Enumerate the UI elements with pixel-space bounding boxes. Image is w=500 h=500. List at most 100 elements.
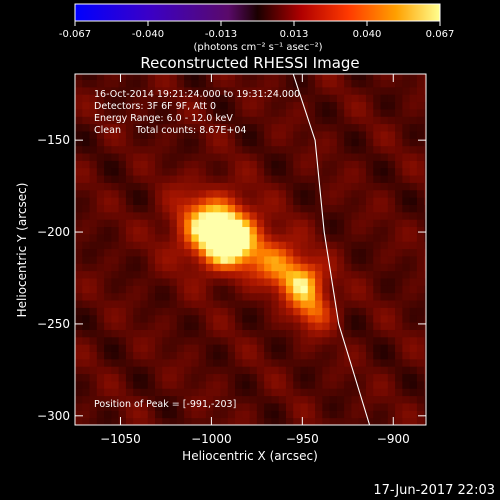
heatmap-cell bbox=[300, 255, 309, 264]
heatmap-cell bbox=[409, 329, 418, 338]
heatmap-cell bbox=[315, 410, 323, 419]
heatmap-cell bbox=[271, 211, 280, 220]
heatmap-cell bbox=[104, 307, 112, 316]
heatmap-cell bbox=[242, 358, 251, 367]
heatmap-cell bbox=[198, 86, 207, 95]
heatmap-cell bbox=[235, 366, 243, 375]
heatmap-cell bbox=[409, 255, 418, 264]
heatmap-cell bbox=[96, 138, 105, 147]
heatmap-cell bbox=[169, 255, 178, 264]
heatmap-cell bbox=[89, 388, 98, 397]
heatmap-cell bbox=[96, 182, 105, 191]
heatmap-cell bbox=[285, 74, 294, 81]
heatmap-cell bbox=[380, 130, 389, 139]
heatmap-cell bbox=[315, 351, 323, 360]
heatmap-cell bbox=[300, 211, 309, 220]
heatmap-cell bbox=[198, 277, 207, 286]
heatmap-cell bbox=[322, 314, 331, 323]
heatmap-cell bbox=[424, 153, 426, 161]
heatmap-cell bbox=[380, 116, 389, 125]
heatmap-cell bbox=[111, 219, 120, 228]
heatmap-cell bbox=[162, 189, 171, 198]
heatmap-cell bbox=[293, 314, 302, 323]
heatmap-cell bbox=[387, 145, 396, 154]
axis-ticks: −1050 −1000 −950 −900−150−200−250−300 bbox=[37, 74, 426, 446]
heatmap-cell bbox=[191, 233, 200, 242]
heatmap-cell bbox=[133, 277, 141, 286]
heatmap-cell bbox=[213, 74, 221, 81]
heatmap-cell bbox=[271, 373, 280, 382]
heatmap-cell bbox=[271, 270, 280, 279]
heatmap-cell bbox=[235, 277, 243, 286]
heatmap-cell bbox=[75, 74, 83, 81]
heatmap-cell bbox=[220, 101, 229, 110]
heatmap-cell bbox=[104, 285, 112, 294]
heatmap-cell bbox=[300, 160, 309, 169]
heatmap-cell bbox=[162, 197, 171, 205]
heatmap-cell bbox=[111, 211, 120, 220]
heatmap-cell bbox=[416, 94, 425, 103]
heatmap-cell bbox=[293, 366, 302, 375]
heatmap-cell bbox=[395, 160, 403, 169]
heatmap-cell bbox=[249, 233, 258, 242]
heatmap-cell bbox=[242, 79, 251, 88]
heatmap-cell bbox=[96, 285, 105, 294]
heatmap-cell bbox=[111, 300, 120, 308]
heatmap-cell bbox=[278, 211, 287, 220]
heatmap-cell bbox=[373, 108, 382, 117]
heatmap-cell bbox=[220, 226, 229, 235]
heatmap-cell bbox=[315, 248, 323, 257]
heatmap-cell bbox=[249, 255, 258, 264]
heatmap-cell bbox=[409, 395, 418, 404]
heatmap-cell bbox=[373, 380, 382, 389]
heatmap-cell bbox=[147, 226, 156, 235]
heatmap-cell bbox=[409, 388, 418, 397]
heatmap-cell bbox=[125, 358, 134, 367]
heatmap-cell bbox=[133, 351, 141, 360]
heatmap-cell bbox=[424, 241, 426, 250]
heatmap-cell bbox=[104, 402, 112, 411]
heatmap-cell bbox=[322, 292, 331, 301]
heatmap-cell bbox=[300, 417, 309, 425]
heatmap-cell bbox=[162, 79, 171, 88]
heatmap-cell bbox=[140, 130, 149, 139]
heatmap-cell bbox=[322, 285, 331, 294]
heatmap-cell bbox=[176, 358, 185, 367]
heatmap-cell bbox=[205, 101, 214, 110]
heatmap-cell bbox=[249, 300, 258, 308]
heatmap-cell bbox=[191, 314, 200, 323]
heatmap-cell bbox=[278, 351, 287, 360]
heatmap-cell bbox=[184, 248, 192, 257]
heatmap-cell bbox=[155, 388, 163, 397]
heatmap-cell bbox=[424, 329, 426, 338]
heatmap-cell bbox=[235, 307, 243, 316]
heatmap-cell bbox=[227, 344, 236, 352]
heatmap-cell bbox=[358, 255, 367, 264]
heatmap-cell bbox=[213, 248, 221, 257]
heatmap-cell bbox=[278, 138, 287, 147]
heatmap-cell bbox=[416, 211, 425, 220]
heatmap-cell bbox=[96, 410, 105, 419]
heatmap-cell bbox=[264, 358, 272, 367]
heatmap-cell bbox=[162, 322, 171, 330]
heatmap-cell bbox=[125, 175, 134, 183]
heatmap-cell bbox=[256, 86, 265, 95]
heatmap-cell bbox=[424, 351, 426, 360]
heatmap-cell bbox=[213, 380, 221, 389]
heatmap-cell bbox=[358, 79, 367, 88]
heatmap-cell bbox=[213, 322, 221, 330]
heatmap-cell bbox=[75, 285, 83, 294]
heatmap-cell bbox=[307, 197, 316, 205]
heatmap-cell bbox=[373, 292, 382, 301]
heatmap-cell bbox=[118, 226, 127, 235]
heatmap-cell bbox=[169, 241, 178, 250]
heatmap-cell bbox=[336, 417, 345, 425]
heatmap-cell bbox=[125, 402, 134, 411]
heatmap-cell bbox=[256, 108, 265, 117]
heatmap-cell bbox=[227, 182, 236, 191]
heatmap-cell bbox=[147, 145, 156, 154]
heatmap-cell bbox=[205, 226, 214, 235]
heatmap-cell bbox=[351, 101, 360, 110]
heatmap-cell bbox=[220, 351, 229, 360]
heatmap-cell bbox=[96, 160, 105, 169]
